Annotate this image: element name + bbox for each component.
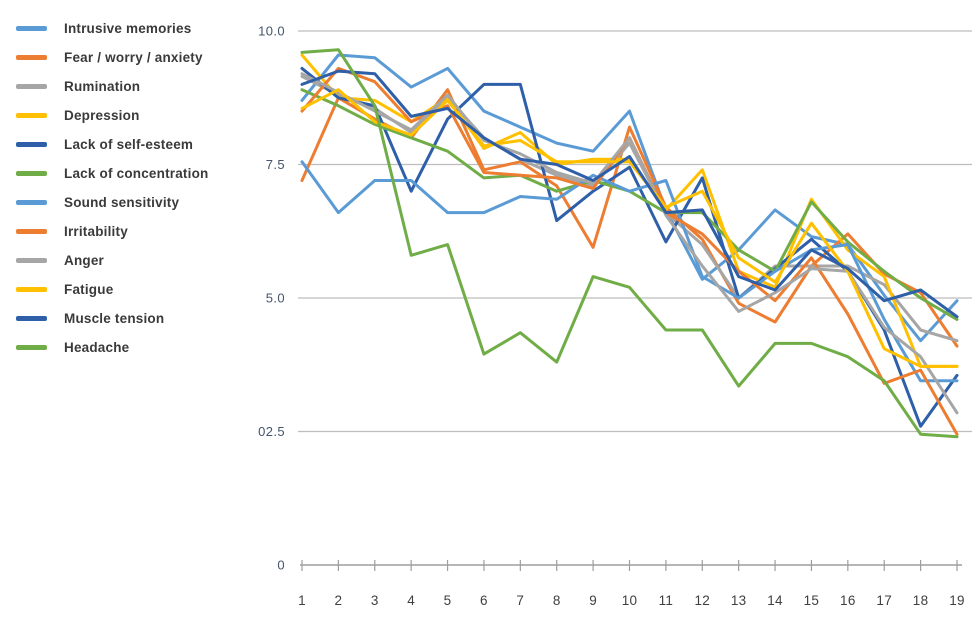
legend-label: Fear / worry / anxiety: [64, 50, 203, 65]
x-axis-tick-label: 7: [516, 593, 524, 608]
x-axis-tick-label: 5: [444, 593, 452, 608]
x-axis-tick-label: 10: [622, 593, 638, 608]
legend-label: Fatigue: [64, 282, 114, 297]
x-axis-tick-label: 16: [840, 593, 856, 608]
legend-swatch-icon: [16, 26, 47, 31]
legend-item: Headache: [16, 333, 256, 362]
legend-item: Fear / worry / anxiety: [16, 43, 256, 72]
legend-label: Lack of concentration: [64, 166, 209, 181]
legend-swatch-icon: [16, 287, 47, 292]
legend-item: Fatigue: [16, 275, 256, 304]
y-axis-tick-label: 5.0: [266, 291, 285, 306]
legend-swatch-icon: [16, 258, 47, 263]
x-axis-tick-label: 13: [731, 593, 747, 608]
legend-item: Muscle tension: [16, 304, 256, 333]
x-axis-tick-label: 8: [553, 593, 561, 608]
legend-label: Depression: [64, 108, 140, 123]
legend-swatch-icon: [16, 345, 47, 350]
x-axis-tick-label: 9: [589, 593, 597, 608]
legend-label: Sound sensitivity: [64, 195, 180, 210]
legend-swatch-icon: [16, 55, 47, 60]
x-axis-tick-label: 1: [298, 593, 306, 608]
legend-swatch-icon: [16, 171, 47, 176]
y-axis-tick-label: 0: [277, 558, 285, 573]
y-axis-tick-label: 7.5: [266, 157, 285, 172]
legend-label: Headache: [64, 340, 130, 355]
legend-label: Muscle tension: [64, 311, 165, 326]
x-axis-tick-label: 12: [694, 593, 710, 608]
legend-swatch-icon: [16, 142, 47, 147]
x-axis-tick-label: 3: [371, 593, 379, 608]
series-line: [300, 88, 959, 368]
legend-item: Irritability: [16, 217, 256, 246]
legend-item: Lack of concentration: [16, 159, 256, 188]
series-line: [300, 160, 959, 383]
legend-item: Depression: [16, 101, 256, 130]
x-axis-tick-label: 6: [480, 593, 488, 608]
legend-swatch-icon: [16, 84, 47, 89]
y-axis-tick-label: 10.0: [258, 24, 285, 39]
legend-label: Rumination: [64, 79, 141, 94]
chart-legend: Intrusive memories Fear / worry / anxiety…: [16, 14, 256, 362]
legend-swatch-icon: [16, 316, 47, 321]
series-line: [300, 69, 959, 319]
series-line: [300, 48, 959, 439]
legend-label: Anger: [64, 253, 105, 268]
legend-item: Anger: [16, 246, 256, 275]
x-axis-tick-label: 11: [659, 593, 674, 608]
series-line: [300, 72, 959, 415]
legend-label: Irritability: [64, 224, 128, 239]
x-axis-tick-label: 17: [876, 593, 892, 608]
legend-swatch-icon: [16, 200, 47, 205]
x-axis-tick-label: 18: [913, 593, 929, 608]
legend-label: Lack of self-esteem: [64, 137, 194, 152]
legend-swatch-icon: [16, 229, 47, 234]
x-axis-tick-label: 15: [804, 593, 820, 608]
legend-item: Intrusive memories: [16, 14, 256, 43]
series-line: [300, 88, 959, 348]
y-axis-tick-label: 02.5: [258, 424, 285, 439]
legend-item: Rumination: [16, 72, 256, 101]
legend-swatch-icon: [16, 113, 47, 118]
series-line: [300, 74, 959, 343]
x-axis-tick-label: 2: [334, 593, 342, 608]
x-axis-tick-label: 19: [949, 593, 965, 608]
legend-item: Sound sensitivity: [16, 188, 256, 217]
legend-label: Intrusive memories: [64, 21, 192, 36]
x-axis-tick-label: 4: [407, 593, 415, 608]
x-axis-tick-label: 14: [767, 593, 783, 608]
legend-item: Lack of self-esteem: [16, 130, 256, 159]
